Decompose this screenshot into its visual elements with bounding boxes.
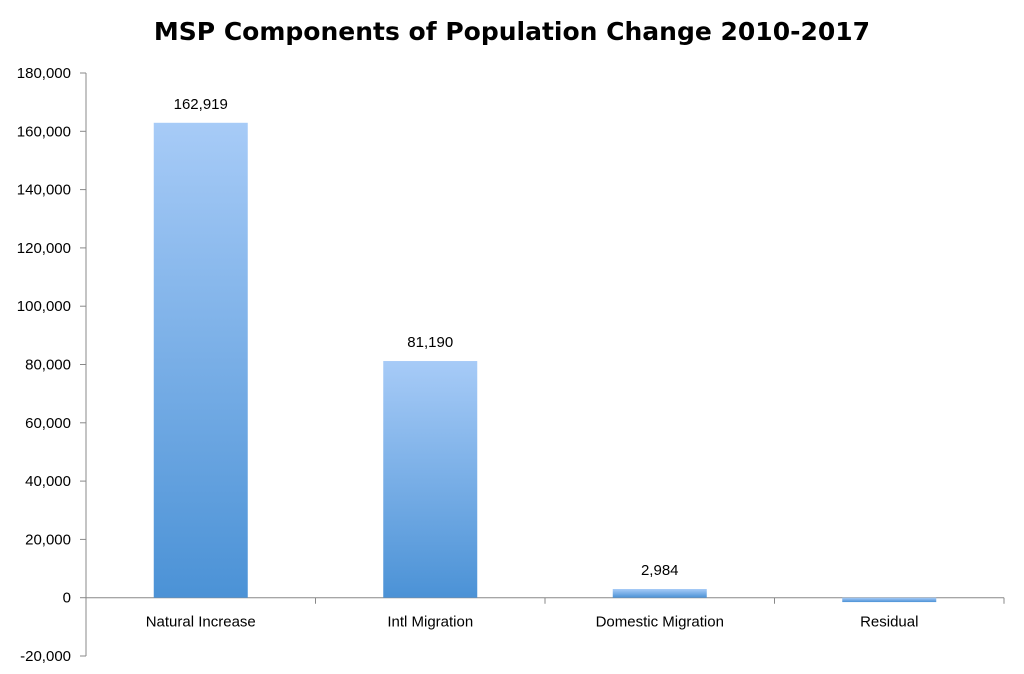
y-tick-label: 120,000 (17, 240, 71, 257)
x-category-label: Intl Migration (387, 614, 473, 631)
y-tick-label: 160,000 (17, 123, 71, 140)
y-tick-label: 60,000 (25, 415, 71, 432)
bar-value-label: 2,984 (641, 562, 679, 579)
bar-intl-migration (383, 361, 478, 598)
bar-natural-increase (153, 122, 248, 598)
bar-domestic-migration (612, 589, 707, 598)
x-axis: Natural Increase Intl Migration Domestic M… (85, 597, 1005, 631)
bar-value-label: 81,190 (407, 334, 453, 351)
bar-value-label: 162,919 (174, 96, 228, 113)
y-axis: -20,000 0 20,000 40,000 60,000 80,000 100,000 1… (17, 65, 87, 665)
y-tick-label: 40,000 (25, 473, 71, 490)
y-tick-label: 80,000 (25, 357, 71, 374)
y-tick-label: 0 (63, 590, 71, 607)
chart-title: MSP Components of Population Change 2010… (154, 17, 870, 46)
y-tick-label: 100,000 (17, 298, 71, 315)
y-tick-label: 180,000 (17, 65, 71, 82)
bar-residual (842, 597, 937, 603)
y-tick-label: 20,000 (25, 531, 71, 548)
y-tick-label: -20,000 (20, 648, 71, 665)
y-tick-label: 140,000 (17, 182, 71, 199)
x-category-label: Residual (860, 614, 918, 631)
x-category-label: Natural Increase (146, 614, 256, 631)
bars (153, 122, 937, 603)
x-category-label: Domestic Migration (596, 614, 724, 631)
data-labels: 162,919 81,190 2,984 (174, 96, 679, 579)
